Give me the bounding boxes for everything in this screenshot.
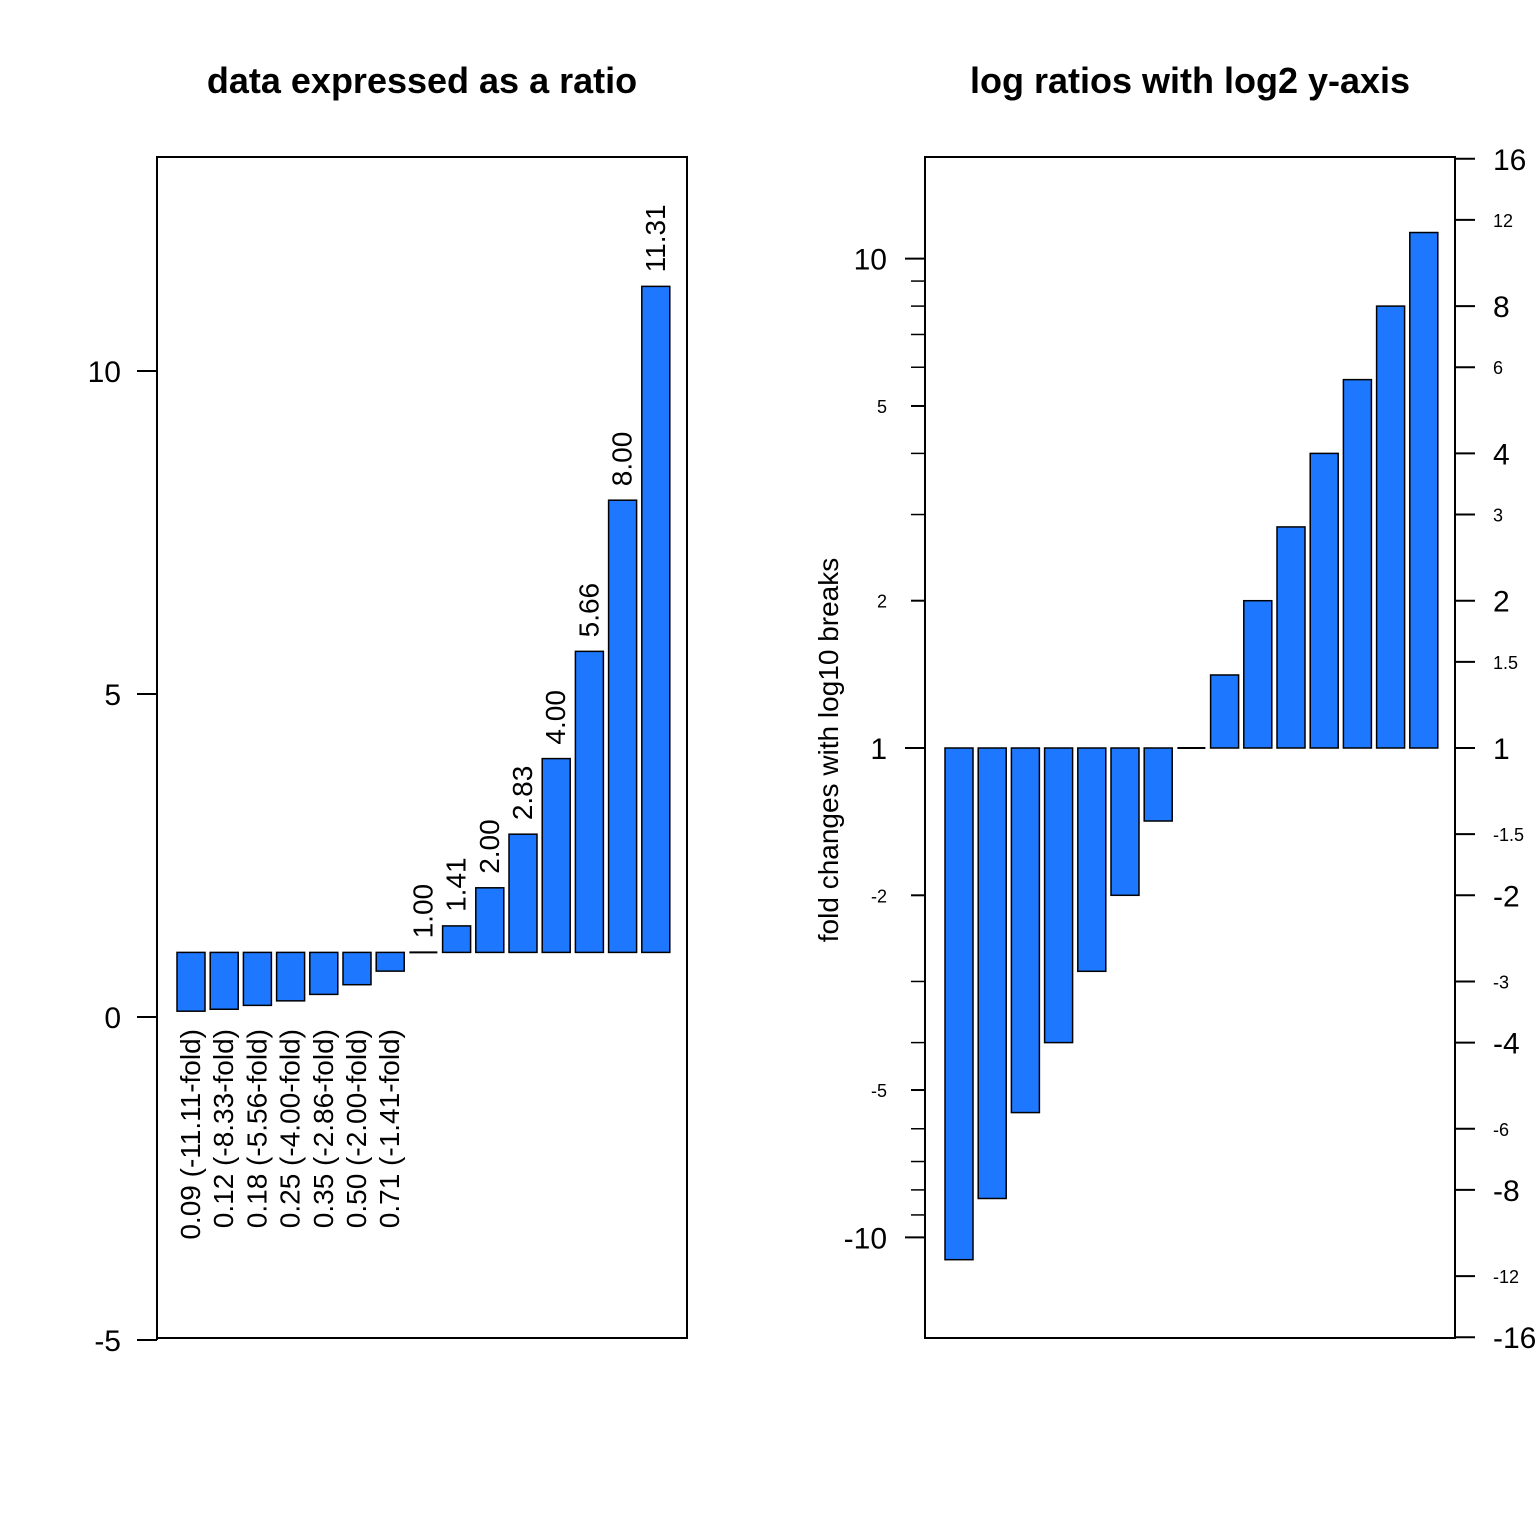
log-bar: [944, 747, 974, 1261]
ratio-bar: [275, 951, 306, 1002]
log-left-tick-label: 1: [870, 733, 887, 766]
log-right-tick-label: 1: [1493, 733, 1510, 766]
log-right-tick-label: -3: [1493, 972, 1509, 992]
log-bar: [1276, 526, 1306, 749]
ratio-panel-title: data expressed as a ratio: [207, 60, 637, 101]
ratio-y-tick-label: -5: [94, 1325, 121, 1358]
log-bar: [1110, 747, 1140, 897]
log-right-tick-label: 16: [1493, 144, 1526, 177]
log-right-tick-label: 12: [1493, 211, 1513, 231]
ratio-y-tick-label: 0: [104, 1002, 121, 1035]
log-right-tick-label: -16: [1493, 1322, 1536, 1355]
ratio-bar: [475, 887, 505, 954]
log-right-tick-label: -12: [1493, 1267, 1519, 1287]
ratio-bar-label: 0.18 (-5.56-fold): [241, 1029, 272, 1228]
log-left-tick-label: -10: [844, 1222, 887, 1255]
ratio-bar-label: 11.31: [640, 204, 671, 272]
ratio-bar-label: 1.41: [441, 857, 472, 912]
ratio-y-axis: -5 0 5 10: [88, 356, 158, 1358]
ratio-bar: [441, 925, 472, 954]
ratio-bar-label: 0.35 (-2.86-fold): [308, 1029, 339, 1228]
ratio-bar: [176, 951, 206, 1012]
ratio-bar: [375, 951, 405, 972]
ratio-bar: [574, 650, 605, 954]
ratio-bar-label: 0.12 (-8.33-fold): [208, 1029, 239, 1228]
log-right-tick-label: -1.5: [1493, 825, 1524, 845]
log-right-axis: 16 12 8 6 4 3 2 1.5 1 -1.5 -2 -3 -4 -6 -8 -12 -16: [1454, 144, 1536, 1355]
log-bar: [1143, 747, 1173, 822]
log-right-tick-label: 1.5: [1493, 653, 1518, 673]
log-bar: [977, 747, 1007, 1200]
log-bar: [1309, 452, 1339, 749]
log-bar: [1375, 305, 1406, 749]
log-right-tick-label: 6: [1493, 358, 1503, 378]
log-bars: [944, 231, 1439, 1261]
ratio-bar: [209, 951, 239, 1010]
log-left-axis-title: fold changes with log10 breaks: [813, 558, 844, 942]
log-panel: log ratios with log2 y-axis fold changes…: [813, 60, 1536, 1355]
ratio-panel: data expressed as a ratio -5 0 5 10 0.09 (-…: [88, 60, 688, 1358]
log-right-tick-label: -8: [1493, 1175, 1520, 1208]
log-left-axis: 10 5 2 1 -2 -5 -10: [844, 244, 926, 1255]
ratio-bar-label: 0.09 (-11.11-fold): [175, 1029, 206, 1240]
log-bar: [1209, 674, 1240, 749]
ratio-bar-labels: 0.09 (-11.11-fold) 0.12 (-8.33-fold) 0.18 …: [175, 204, 671, 1239]
log-panel-title: log ratios with log2 y-axis: [970, 60, 1410, 101]
ratio-bar: [242, 951, 273, 1007]
log-bar: [1409, 231, 1439, 749]
log-left-tick-label: 2: [877, 592, 887, 612]
ratio-bar-label: 2.83: [507, 766, 538, 821]
ratio-bar-label: 0.71 (-1.41-fold): [374, 1029, 405, 1228]
log-right-tick-label: 4: [1493, 438, 1510, 471]
log-right-tick-label: -4: [1493, 1028, 1520, 1061]
log-left-tick-label: -2: [871, 886, 887, 906]
ratio-bar: [641, 285, 671, 954]
ratio-bar-label: 5.66: [573, 583, 604, 638]
ratio-bar-label: 1.00: [407, 884, 438, 939]
ratio-bar-label: 8.00: [607, 432, 638, 487]
ratio-bar: [309, 951, 339, 996]
ratio-bar-label: 0.25 (-4.00-fold): [275, 1029, 306, 1228]
ratio-bar-label: 0.50 (-2.00-fold): [341, 1029, 372, 1228]
log-bar: [1077, 747, 1107, 973]
log-bar: [1010, 747, 1041, 1114]
ratio-bar: [607, 499, 638, 954]
ratio-y-tick-label: 5: [104, 679, 121, 712]
ratio-bar: [508, 833, 538, 954]
log-left-tick-label: 10: [854, 244, 887, 277]
log-right-tick-label: 3: [1493, 506, 1503, 526]
ratio-y-tick-label: 10: [88, 356, 121, 389]
log-left-tick-label: 5: [877, 397, 887, 417]
ratio-bar-label: 2.00: [474, 819, 505, 874]
log-left-tick-label: -5: [871, 1081, 887, 1101]
log-right-tick-label: 2: [1493, 586, 1510, 619]
log-right-tick-label: -2: [1493, 880, 1520, 913]
log-bar: [1342, 378, 1373, 749]
log-bar: [1243, 599, 1273, 749]
ratio-bar: [541, 757, 571, 954]
ratio-bar-label: 4.00: [540, 690, 571, 745]
ratio-bar: [342, 951, 372, 986]
log-right-tick-label: -6: [1493, 1120, 1509, 1140]
log-bar: [1043, 747, 1074, 1044]
ratio-bars: [176, 285, 671, 1012]
log-right-tick-label: 8: [1493, 291, 1510, 324]
